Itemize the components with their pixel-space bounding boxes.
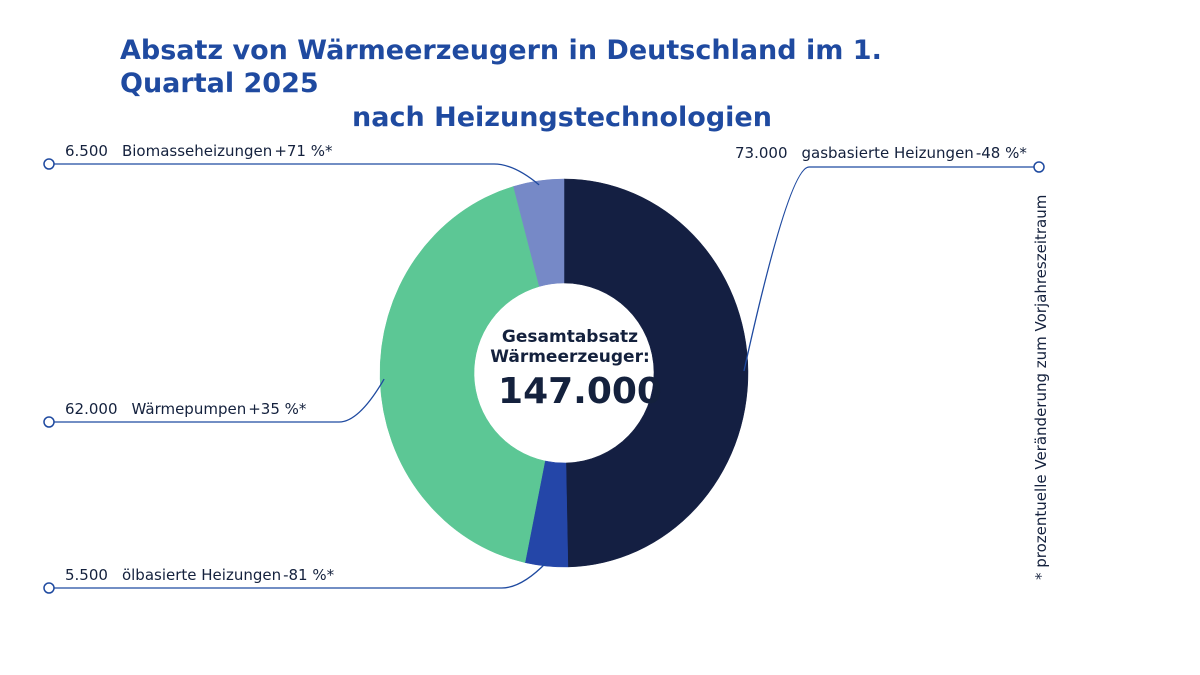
leader-line xyxy=(49,378,385,423)
slice-wärmepumpen xyxy=(379,186,546,563)
center-label-line2: Wärmeerzeuger: xyxy=(490,347,650,367)
leader-line xyxy=(743,166,1039,372)
data-label-change: -48 %* xyxy=(976,144,1028,162)
donut-slices xyxy=(379,178,749,568)
data-label-name: Wärmepumpen xyxy=(132,400,247,418)
data-label-change: +71 %* xyxy=(274,142,333,160)
center-label-line1: Gesamtabsatz xyxy=(502,327,638,347)
chart-title-line2: Quartal 2025 xyxy=(120,68,319,99)
leader-line xyxy=(49,561,548,589)
data-label-value: 62.000 xyxy=(65,400,118,418)
data-label-change: +35 %* xyxy=(248,400,307,418)
footnote-text: * prozentuelle Veränderung zum Vorjahres… xyxy=(1032,195,1050,580)
data-label-name: Biomasseheizungen xyxy=(122,142,272,160)
center-total-value: 147.000 xyxy=(498,371,662,412)
data-label-value: 73.000 xyxy=(735,144,788,162)
data-label-name: ölbasierte Heizungen xyxy=(122,566,281,584)
data-label: 62.000 Wärmepumpen +35 %* xyxy=(65,400,307,418)
data-label: 6.500 Biomasseheizungen +71 %* xyxy=(65,142,333,160)
slice-gasbasierte-heizungen xyxy=(563,178,749,568)
data-label-name: gasbasierte Heizungen xyxy=(802,144,974,162)
data-label: 73.000 gasbasierte Heizungen -48 %* xyxy=(735,144,1027,162)
leader-dot xyxy=(1033,161,1045,173)
chart-subtitle: nach Heizungstechnologien xyxy=(352,102,772,133)
leader-line xyxy=(49,163,540,186)
slice-biomasseheizungen xyxy=(513,178,565,287)
data-label-value: 5.500 xyxy=(65,566,108,584)
leader-dot xyxy=(43,158,55,170)
data-label: 5.500 ölbasierte Heizungen -81 %* xyxy=(65,566,335,584)
slice-callouts: 73.000 gasbasierte Heizungen -48 %* 5.500 öl… xyxy=(43,142,1045,594)
data-label-change: -81 %* xyxy=(283,566,335,584)
chart-title-line1: Absatz von Wärmeerzeugern in Deutschland… xyxy=(120,35,882,66)
leader-dot xyxy=(43,582,55,594)
leader-dot xyxy=(43,416,55,428)
data-label-value: 6.500 xyxy=(65,142,108,160)
